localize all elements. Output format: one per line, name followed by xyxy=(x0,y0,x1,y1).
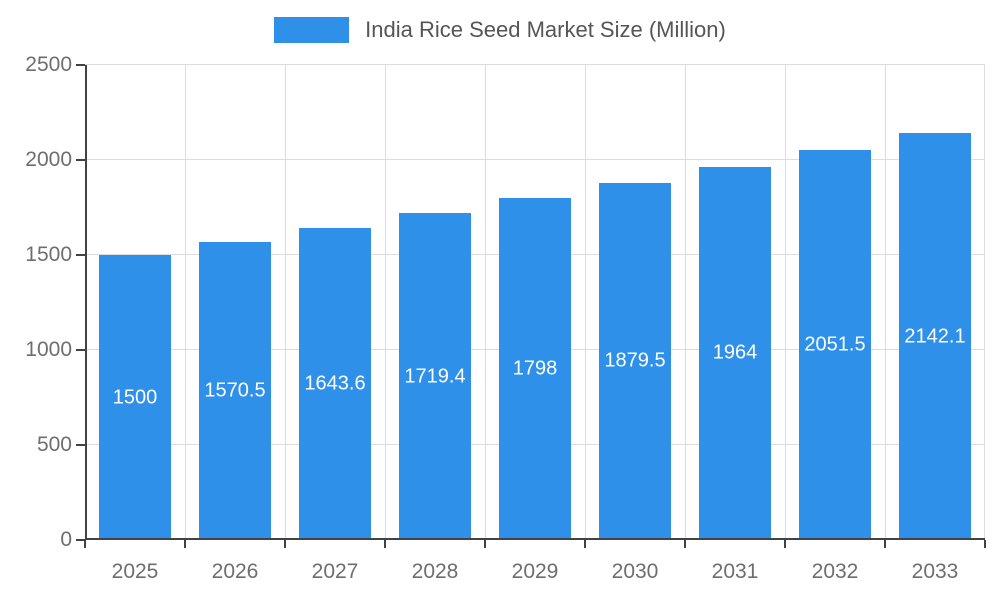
bar-2029[interactable]: 1798 xyxy=(499,198,571,540)
bar-value-label: 1879.5 xyxy=(604,349,666,372)
y-axis-tick xyxy=(76,444,85,446)
y-axis-line xyxy=(85,65,87,540)
x-axis-tick xyxy=(684,540,686,548)
x-axis-tick xyxy=(584,540,586,548)
y-axis-label: 2000 xyxy=(25,148,72,171)
bar-value-label: 1643.6 xyxy=(304,372,366,395)
bar-value-label: 1570.5 xyxy=(204,379,266,402)
v-gridline xyxy=(585,65,586,540)
x-axis-label: 2027 xyxy=(311,560,359,583)
x-axis-tick xyxy=(84,540,86,548)
bar-2027[interactable]: 1643.6 xyxy=(299,227,371,540)
h-gridline xyxy=(85,64,985,65)
x-axis-tick xyxy=(784,540,786,548)
bar-2031[interactable]: 1964 xyxy=(699,166,771,540)
bar-value-label: 1500 xyxy=(112,386,158,408)
y-axis-label: 1500 xyxy=(25,243,72,266)
legend-swatch xyxy=(274,17,350,43)
x-axis-tick xyxy=(984,540,986,548)
bar-2033[interactable]: 2142.1 xyxy=(899,133,971,540)
bar-value-label: 1798 xyxy=(512,357,558,380)
chart-legend: India Rice Seed Market Size (Million) xyxy=(0,17,1000,43)
x-axis-tick xyxy=(884,540,886,548)
x-axis-label: 2028 xyxy=(411,560,459,583)
y-axis-label: 2500 xyxy=(25,53,72,76)
v-gridline xyxy=(485,65,486,540)
v-gridline xyxy=(685,65,686,540)
x-axis-label: 2032 xyxy=(811,560,859,583)
plot-area: 1500 1570.5 1643.6 1719.4 1798 1879.5 1964 2051… xyxy=(76,64,986,548)
y-axis-tick xyxy=(76,64,85,66)
v-gridline xyxy=(785,65,786,540)
bar-2028[interactable]: 1719.4 xyxy=(399,213,471,540)
v-gridline xyxy=(984,65,985,540)
y-axis-tick xyxy=(76,159,85,161)
h-gridline xyxy=(85,159,985,160)
x-axis-tick xyxy=(384,540,386,548)
y-axis-tick xyxy=(76,254,85,256)
bar-value-label: 1964 xyxy=(712,341,758,364)
x-axis-label: 2033 xyxy=(911,560,959,583)
y-axis-label: 500 xyxy=(36,433,72,456)
y-axis-tick xyxy=(76,349,85,351)
x-axis-label: 2029 xyxy=(511,560,559,583)
y-axis-tick xyxy=(76,539,85,541)
bar-2032[interactable]: 2051.5 xyxy=(799,150,871,540)
x-axis-label: 2031 xyxy=(711,560,759,583)
v-gridline xyxy=(385,65,386,540)
y-axis-label: 1000 xyxy=(25,338,72,361)
x-axis-label: 2025 xyxy=(111,560,159,583)
bar-2025[interactable]: 1500 xyxy=(99,255,171,540)
bar-2030[interactable]: 1879.5 xyxy=(599,182,671,540)
x-axis-tick xyxy=(484,540,486,548)
x-axis-tick xyxy=(184,540,186,548)
x-axis-line xyxy=(85,538,985,540)
x-axis-label: 2026 xyxy=(211,560,259,583)
bar-value-label: 2142.1 xyxy=(904,325,966,347)
bar-2026[interactable]: 1570.5 xyxy=(199,241,271,540)
x-axis-tick xyxy=(284,540,286,548)
legend-label: India Rice Seed Market Size (Million) xyxy=(365,17,726,42)
bar-value-label: 2051.5 xyxy=(804,333,866,356)
bar-value-label: 1719.4 xyxy=(404,365,466,388)
y-axis-label: 0 xyxy=(60,528,72,551)
x-axis-label: 2030 xyxy=(611,560,659,583)
v-gridline xyxy=(285,65,286,540)
v-gridline xyxy=(185,65,186,540)
v-gridline xyxy=(885,65,886,540)
